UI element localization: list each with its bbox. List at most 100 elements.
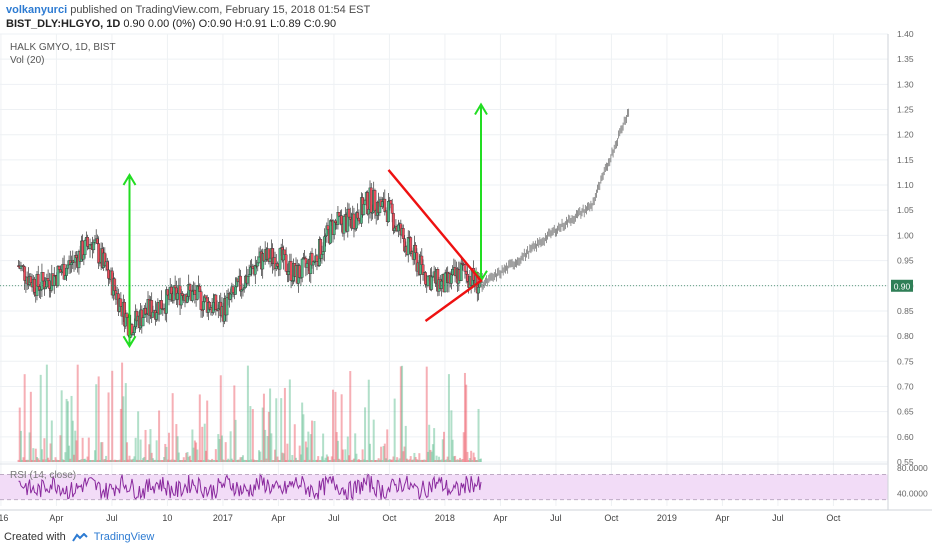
volume-bar — [235, 460, 238, 462]
tradingview-link[interactable]: TradingView — [93, 531, 155, 543]
volume-bar — [85, 459, 88, 462]
volume-bar — [447, 374, 450, 462]
volume-bar — [327, 456, 330, 462]
candle-body — [322, 236, 326, 252]
volume-bar — [444, 459, 447, 462]
volume-bar — [344, 449, 347, 462]
volume-bar — [171, 393, 174, 462]
volume-bar — [283, 387, 286, 462]
volume-bar — [281, 452, 284, 462]
candle-body — [195, 285, 199, 300]
candle-body — [105, 261, 109, 271]
candle-body — [151, 311, 155, 318]
price-tick-label: 1.30 — [897, 79, 914, 89]
volume-bar — [140, 459, 143, 462]
volume-bar — [293, 424, 296, 462]
volume-bar — [202, 459, 205, 462]
candle-body — [96, 238, 99, 244]
volume-bar — [401, 365, 404, 462]
volume-bar — [315, 459, 318, 462]
volume-bar — [148, 444, 151, 462]
candle-body — [320, 254, 324, 259]
volume-bar — [197, 459, 200, 462]
volume-bar — [128, 455, 131, 462]
volume-bar — [386, 429, 389, 462]
time-tick-label: Jul — [106, 513, 118, 523]
volume-bar — [64, 452, 67, 462]
volume-bar — [338, 458, 341, 462]
volume-bar — [439, 460, 442, 462]
candle-body — [401, 228, 405, 239]
volume-bar — [22, 457, 25, 462]
volume-bar — [24, 459, 27, 462]
volume-bar — [449, 459, 452, 462]
volume-bar — [98, 459, 101, 462]
last-price-tag-label: 0.90 — [894, 281, 911, 291]
volume-bar — [248, 459, 251, 462]
volume-bar — [45, 364, 48, 462]
price-tick-label: 0.85 — [897, 306, 914, 316]
volume-bar — [90, 460, 93, 462]
volume-bar — [32, 448, 35, 462]
arrow-left-head-top — [122, 173, 137, 186]
volume-bar — [97, 376, 100, 462]
candle-body — [44, 286, 48, 290]
volume-bar — [296, 459, 299, 462]
candle-body — [389, 200, 393, 205]
volume-bar — [303, 459, 306, 462]
author-link[interactable]: volkanyurci — [6, 4, 68, 16]
volume-bar — [328, 459, 331, 462]
volume-bar — [254, 460, 257, 462]
volume-bar — [218, 439, 221, 462]
volume-bar — [74, 430, 77, 462]
candle-body — [46, 278, 50, 282]
candle-body — [170, 286, 173, 295]
volume-bar — [259, 451, 262, 462]
volume-bar — [446, 456, 449, 462]
volume-bar — [137, 411, 140, 462]
volume-bar — [160, 460, 163, 462]
volume-bar — [234, 419, 237, 462]
footer: Created with TradingView — [4, 531, 154, 543]
price-tick-label: 0.75 — [897, 356, 914, 366]
candle-body — [256, 262, 260, 267]
candle-body — [369, 187, 373, 213]
candle-body — [225, 297, 229, 316]
volume-bar — [123, 459, 126, 462]
candle-body — [155, 312, 159, 320]
price-tick-label: 1.20 — [897, 130, 914, 140]
candle-body — [119, 298, 123, 307]
volume-bar — [19, 430, 22, 462]
candle-body — [253, 265, 257, 275]
volume-bar — [408, 459, 411, 462]
volume-bar — [260, 459, 263, 462]
volume-bar — [336, 440, 339, 462]
volume-bar — [335, 432, 338, 462]
volume-bar — [119, 408, 122, 462]
volume-bar — [225, 459, 228, 462]
volume-bar — [306, 447, 309, 462]
candle-body — [357, 217, 361, 222]
volume-bar — [376, 459, 379, 462]
time-tick-label: 016 — [0, 513, 8, 523]
candle-body — [63, 275, 67, 280]
volume-bar — [139, 439, 142, 462]
time-tick-label: Apr — [715, 513, 729, 523]
volume-bar — [357, 459, 360, 462]
volume-bar — [314, 459, 317, 462]
volume-bar — [440, 459, 443, 462]
volume-bar — [412, 459, 415, 462]
candle-body — [300, 258, 304, 278]
volume-bar — [206, 400, 209, 462]
volume-bar — [75, 440, 78, 462]
candle-body — [176, 293, 179, 300]
volume-bar — [28, 432, 31, 462]
volume-bar — [330, 456, 333, 462]
volume-bar — [480, 458, 482, 462]
volume-bar — [355, 453, 358, 462]
volume-bar — [176, 436, 179, 462]
candle-body — [298, 265, 302, 279]
volume-bar — [385, 458, 388, 462]
volume-bar — [166, 459, 169, 462]
